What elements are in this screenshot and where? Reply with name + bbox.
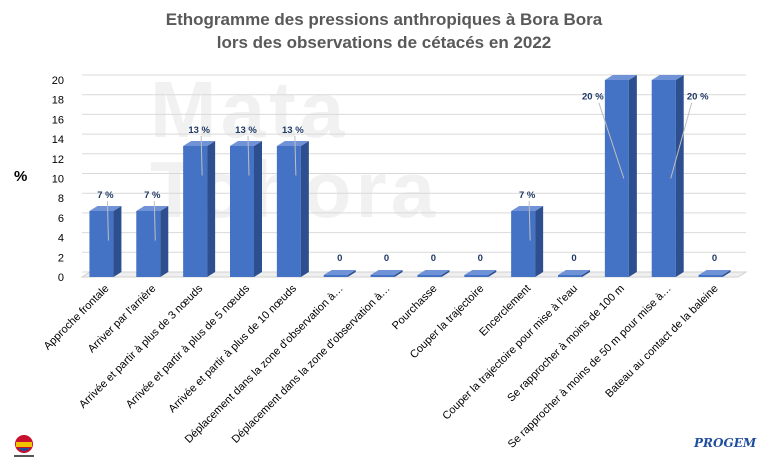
bar [417,275,442,277]
label-leader-line [294,135,297,176]
bar-top [511,206,544,212]
y-tick-label: 10 [52,174,64,186]
label-leader-line [598,102,625,179]
label-leader-line [106,200,109,241]
bar [604,80,629,277]
x-tick-label: Pourchasse [390,283,440,333]
chart-floor [80,271,748,278]
bar-top [464,270,497,275]
y-tick-label: 12 [52,154,64,166]
x-tick-label: Déplacement dans la zone d'observation à… [183,283,346,446]
data-label: 13 % [282,125,304,136]
watermark-line1: Mata [150,65,349,154]
bar-top [651,75,684,80]
bar [136,211,161,277]
data-label: 20 % [687,92,709,103]
bar-side [722,270,731,277]
bar-side [582,270,590,277]
y-axis-label: % [14,168,28,185]
polynesia-emblem-icon [14,435,34,457]
bar-side [207,140,216,277]
bar-top [604,75,637,80]
bar-side [394,270,403,277]
data-label: 13 % [188,125,210,136]
label-leader-line [528,200,531,241]
chart-title-line2: lors des observations de cétacés en 2022 [216,33,552,52]
bar [89,211,114,277]
data-label: 0 [431,253,436,264]
y-tick-label: 16 [52,114,64,126]
bar [464,275,489,277]
x-tick-label: Se rapprocher à moins de 50 m pour mise … [506,283,674,451]
data-label: 0 [712,253,717,264]
bar-side [300,140,309,277]
bar [230,145,254,277]
label-leader-line [670,102,693,179]
bar [511,211,536,277]
bar [276,145,301,277]
chart-title: Ethogramme des pressions anthropiques à … [0,8,768,54]
label-leader-line [247,135,250,176]
progem-logo: PROGEM [694,436,757,450]
bar-top [276,140,309,146]
data-label: 0 [571,253,576,264]
y-tick-label: 2 [58,252,64,264]
bar-top [417,270,450,275]
bar [651,80,676,277]
data-label: 0 [384,253,389,264]
y-tick-label: 18 [52,95,64,107]
y-tick-label: 0 [58,272,64,284]
data-label: 13 % [235,125,257,136]
bar-side [441,270,450,277]
bar-side [535,206,544,277]
bar-top [136,206,169,212]
data-label: 0 [337,253,342,264]
bar-top [230,140,262,146]
label-leader-line [153,200,156,241]
bar-side [160,206,169,277]
data-label: 20 % [582,92,604,103]
bar [323,275,348,277]
bar-top [370,270,403,275]
bar-top [183,140,216,146]
bar-top [698,270,731,275]
y-tick-label: 6 [58,213,64,225]
bar-side [628,75,637,277]
y-tick-label: 14 [52,134,64,146]
y-tick-label: 20 [52,75,64,87]
data-label: 7 % [97,190,114,201]
bar-top [89,206,122,212]
bar-side [113,206,122,277]
bar-side [488,270,497,277]
data-label: 7 % [144,190,161,201]
bar [698,275,723,277]
y-tick-label: 8 [58,193,64,205]
data-label: 0 [478,253,483,264]
bar [370,275,395,277]
bar-side [254,140,262,277]
bar-side [675,75,684,277]
bar-side [347,270,356,277]
data-label: 7 % [519,190,536,201]
bar [183,145,208,277]
bar-top [323,270,356,275]
y-tick-label: 4 [58,233,64,245]
bar-top [558,270,590,275]
chart-title-line1: Ethogramme des pressions anthropiques à … [165,10,603,29]
bar [558,275,582,277]
label-leader-line [200,135,203,176]
x-tick-label: Déplacement dans la zone d'observation à… [230,283,393,446]
